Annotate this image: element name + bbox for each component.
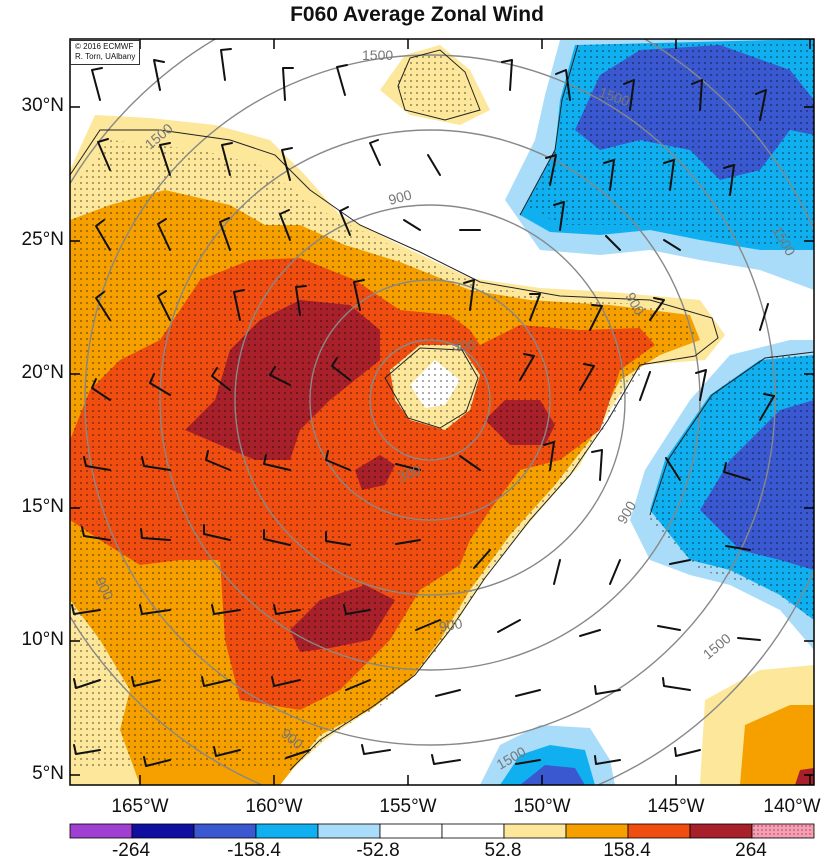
colorbar-swatch: [689, 823, 753, 839]
colorbar-swatch: [69, 823, 133, 839]
field-contours: [70, 44, 814, 771]
colorbar-swatch: [131, 823, 195, 839]
credit-line: R. Torn, UAlbany: [75, 52, 136, 61]
colorbar-swatch: [503, 823, 567, 839]
lon-label: 140°W: [763, 796, 821, 817]
stipple-cool-ne: [525, 39, 814, 245]
colorbar-swatch: [255, 823, 319, 839]
lat-label: 25°N: [21, 229, 64, 250]
band-orange-se: [740, 705, 814, 785]
lat-label: 5°N: [32, 763, 64, 784]
contour-label: 900: [387, 186, 414, 208]
colorbar-label: 264: [735, 840, 767, 861]
lon-label: 165°W: [111, 796, 169, 817]
colorbar-swatch: [627, 823, 691, 839]
colorbar-label: -158.4: [227, 840, 281, 861]
contour-label: 900: [438, 615, 464, 635]
colorbar-swatch: [193, 823, 257, 839]
lon-label: 150°W: [513, 796, 571, 817]
stipple-north: [395, 52, 475, 115]
credit-line: © 2016 ECMWF: [75, 42, 134, 51]
contour-label: 300: [396, 462, 424, 485]
colorbar-swatch: [751, 823, 815, 839]
contour-label: 1500: [362, 47, 393, 63]
stipple-cool-e: [650, 352, 814, 620]
colorbar-label: -264: [111, 840, 151, 861]
colorbar-swatch: [565, 823, 629, 839]
wind-barbs: [71, 48, 775, 767]
credit-box: © 2016 ECMWF R. Torn, UAlbany: [70, 40, 141, 65]
contour-label: 300: [452, 337, 476, 353]
colorbar-swatch: [441, 823, 505, 839]
colorbar: [69, 823, 815, 839]
map-title: F060 Average Zonal Wind: [290, 3, 544, 26]
colorbar-swatch: [317, 823, 381, 839]
colorbar-swatch: [379, 823, 443, 839]
colorbar-label: -52.8: [356, 840, 400, 861]
plot-frame: [69, 38, 815, 786]
lon-label: 145°W: [647, 796, 705, 817]
lat-label: 10°N: [21, 629, 64, 650]
colorbar-label: 158.4: [603, 840, 651, 861]
lat-label: 15°N: [21, 496, 64, 517]
lon-label: 155°W: [379, 796, 437, 817]
band-blue-s: [520, 765, 585, 785]
lon-label: 160°W: [245, 796, 303, 817]
lat-label: 20°N: [21, 362, 64, 383]
lat-label: 30°N: [21, 95, 64, 116]
shaded-fields: 1500 1500 1500 1500 1500 1500 900 900 90…: [70, 39, 814, 785]
colorbar-label: 52.8: [484, 840, 522, 861]
